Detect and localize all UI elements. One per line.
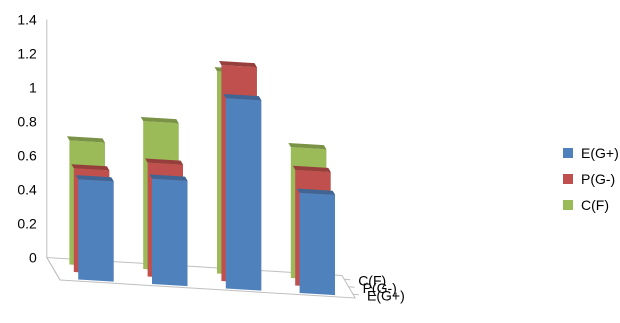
bar-top-face — [75, 175, 114, 182]
legend-swatch-p-g-minus — [563, 174, 573, 184]
bar-top-face — [149, 174, 188, 181]
legend: E(G+) P(G-) C(F) — [563, 140, 619, 218]
legend-swatch-e-g-plus — [563, 148, 573, 158]
legend-label-e-g-plus: E(G+) — [581, 145, 619, 161]
legend-item-c-f: C(F) — [563, 192, 619, 218]
depth-tick-mark — [352, 293, 360, 296]
bar-e-g--4 — [297, 188, 335, 296]
y-axis-ticks: 0 0.2 0.4 0.6 0.8 1 1.2 1.4 — [17, 12, 37, 266]
depth-axis-labels: E(G+)P(G-)C(F) — [344, 272, 405, 303]
legend-label-p-g-minus: P(G-) — [581, 171, 616, 187]
y-tick-label: 1 — [29, 80, 37, 96]
legend-swatch-c-f — [563, 200, 573, 210]
side-wall-base — [46, 257, 61, 281]
bar-top-face — [288, 143, 327, 150]
depth-tick-mark — [344, 278, 351, 281]
depth-tick-label: E(G+) — [367, 287, 405, 303]
bar-top-face — [67, 136, 105, 143]
bar-top-face — [297, 188, 335, 195]
legend-label-c-f: C(F) — [581, 197, 609, 213]
y-tick-label: 0.6 — [17, 148, 37, 164]
legend-item-p-g-minus: P(G-) — [563, 166, 619, 192]
y-tick-label: 0 — [29, 250, 37, 266]
y-tick-label: 1.2 — [17, 46, 37, 62]
bar-top-face — [219, 61, 257, 68]
y-tick-label: 1.4 — [17, 12, 37, 28]
bar-e-g--1 — [75, 175, 114, 282]
bar-front-face — [299, 192, 335, 296]
chart-bars — [67, 61, 335, 296]
y-tick-label: 0.4 — [17, 182, 37, 198]
bar-front-face — [225, 98, 262, 291]
bar-top-face — [223, 94, 262, 101]
y-tick-label: 0.2 — [17, 216, 37, 232]
bar-top-face — [145, 158, 183, 165]
chart-walls — [45, 19, 357, 299]
bar-e-g--2 — [149, 174, 188, 287]
bar-front-face — [152, 178, 188, 287]
bar-top-face — [292, 165, 331, 172]
depth-tick-label: C(F) — [358, 272, 386, 288]
y-tick-label: 0.8 — [17, 114, 37, 130]
depth-tick-label: P(G-) — [363, 280, 397, 296]
legend-item-e-g-plus: E(G+) — [563, 140, 619, 166]
bar-e-g--3 — [223, 94, 262, 291]
bar-top-face — [140, 117, 179, 124]
bar-front-face — [78, 179, 114, 282]
bar-top-face — [71, 164, 110, 171]
depth-tick-mark — [348, 286, 355, 288]
